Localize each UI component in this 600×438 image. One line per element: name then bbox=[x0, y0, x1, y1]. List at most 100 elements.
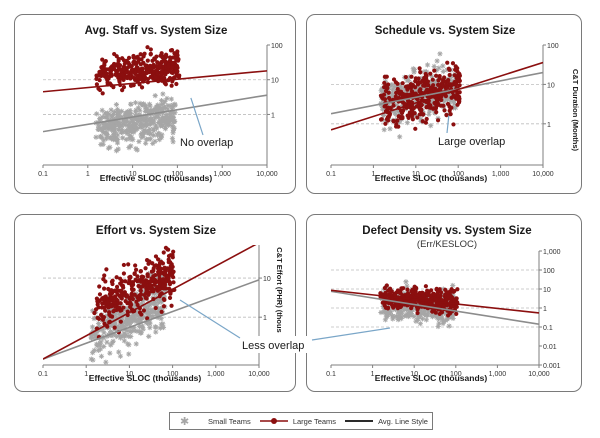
data-point bbox=[420, 87, 426, 93]
data-point bbox=[150, 140, 156, 147]
data-point bbox=[434, 73, 439, 78]
y-tick-label: 10 bbox=[271, 78, 279, 85]
data-point bbox=[100, 301, 105, 306]
data-point bbox=[393, 313, 399, 319]
data-point bbox=[164, 54, 169, 59]
data-point bbox=[127, 119, 133, 126]
data-point bbox=[98, 353, 105, 359]
data-point bbox=[398, 304, 404, 309]
x-tick-label: 100 bbox=[450, 371, 462, 378]
data-point bbox=[99, 126, 106, 133]
data-point bbox=[111, 132, 117, 138]
legend-item-avg-line-style: Avg. Line Style bbox=[344, 416, 428, 426]
x-axis-label: Effective SLOC (thousands) bbox=[375, 373, 488, 383]
data-point bbox=[114, 275, 119, 280]
data-point bbox=[111, 309, 116, 314]
series-small-teams bbox=[93, 91, 178, 154]
data-point bbox=[395, 302, 400, 307]
data-point bbox=[451, 101, 457, 107]
data-point bbox=[147, 279, 153, 284]
data-point bbox=[164, 114, 170, 120]
data-point bbox=[98, 141, 104, 148]
data-point bbox=[123, 110, 129, 116]
data-point bbox=[120, 56, 125, 61]
data-point bbox=[388, 105, 393, 111]
data-point bbox=[152, 324, 158, 330]
data-point bbox=[96, 342, 102, 348]
data-point bbox=[434, 58, 440, 64]
data-point bbox=[90, 350, 96, 356]
data-point bbox=[169, 123, 175, 129]
data-point bbox=[123, 127, 129, 134]
data-point bbox=[410, 290, 415, 295]
data-point bbox=[116, 349, 122, 355]
data-point bbox=[157, 133, 163, 139]
data-point bbox=[148, 74, 153, 79]
data-point bbox=[410, 117, 415, 122]
data-point bbox=[100, 121, 107, 127]
data-point bbox=[131, 328, 137, 334]
star-marker-icon: ✱ bbox=[174, 416, 204, 426]
data-point bbox=[99, 305, 104, 310]
data-point bbox=[455, 69, 460, 74]
data-point bbox=[176, 74, 181, 79]
data-point bbox=[99, 107, 105, 113]
data-point bbox=[121, 320, 127, 326]
data-point bbox=[420, 300, 425, 306]
data-point bbox=[150, 261, 155, 266]
data-point bbox=[399, 102, 406, 108]
data-point bbox=[168, 96, 174, 102]
data-point bbox=[99, 114, 105, 120]
data-point bbox=[413, 76, 418, 81]
data-point bbox=[406, 115, 411, 121]
data-point bbox=[447, 75, 453, 81]
data-point bbox=[379, 86, 385, 92]
data-point bbox=[428, 99, 434, 106]
data-point bbox=[133, 107, 139, 113]
data-point bbox=[88, 335, 95, 341]
data-point bbox=[170, 55, 176, 60]
data-point bbox=[131, 60, 136, 65]
data-point bbox=[135, 302, 140, 308]
data-point bbox=[140, 102, 146, 108]
y-tick-label: 1,000 bbox=[543, 249, 561, 256]
data-point bbox=[97, 284, 102, 289]
data-point bbox=[101, 72, 106, 78]
data-point bbox=[101, 343, 107, 350]
data-point bbox=[139, 275, 144, 280]
y-tick-label: 100 bbox=[543, 268, 555, 275]
data-point bbox=[137, 57, 142, 62]
data-point bbox=[425, 79, 431, 84]
data-point bbox=[425, 288, 430, 293]
data-point bbox=[164, 95, 170, 102]
data-point bbox=[128, 328, 134, 334]
data-point bbox=[109, 302, 114, 308]
data-point bbox=[429, 73, 435, 80]
data-point bbox=[147, 282, 153, 287]
data-point bbox=[104, 133, 110, 139]
data-point bbox=[402, 101, 407, 107]
data-point bbox=[159, 101, 165, 108]
data-point bbox=[117, 66, 122, 72]
data-point bbox=[450, 84, 456, 90]
data-point bbox=[95, 347, 101, 354]
data-point bbox=[164, 111, 170, 118]
data-point bbox=[445, 60, 450, 65]
data-point bbox=[121, 330, 127, 336]
data-point bbox=[141, 70, 146, 75]
data-point bbox=[114, 333, 120, 340]
data-point bbox=[121, 84, 127, 90]
data-point bbox=[111, 123, 117, 129]
x-tick-label: 10 bbox=[410, 371, 418, 378]
data-point bbox=[174, 63, 180, 68]
data-point bbox=[167, 119, 173, 125]
data-point bbox=[152, 138, 158, 144]
data-point bbox=[152, 93, 158, 99]
data-point bbox=[407, 307, 413, 313]
data-point bbox=[159, 305, 165, 311]
data-point bbox=[435, 118, 441, 123]
data-point bbox=[129, 63, 134, 69]
data-point bbox=[156, 300, 162, 306]
data-point bbox=[105, 116, 111, 122]
data-point bbox=[137, 112, 143, 118]
